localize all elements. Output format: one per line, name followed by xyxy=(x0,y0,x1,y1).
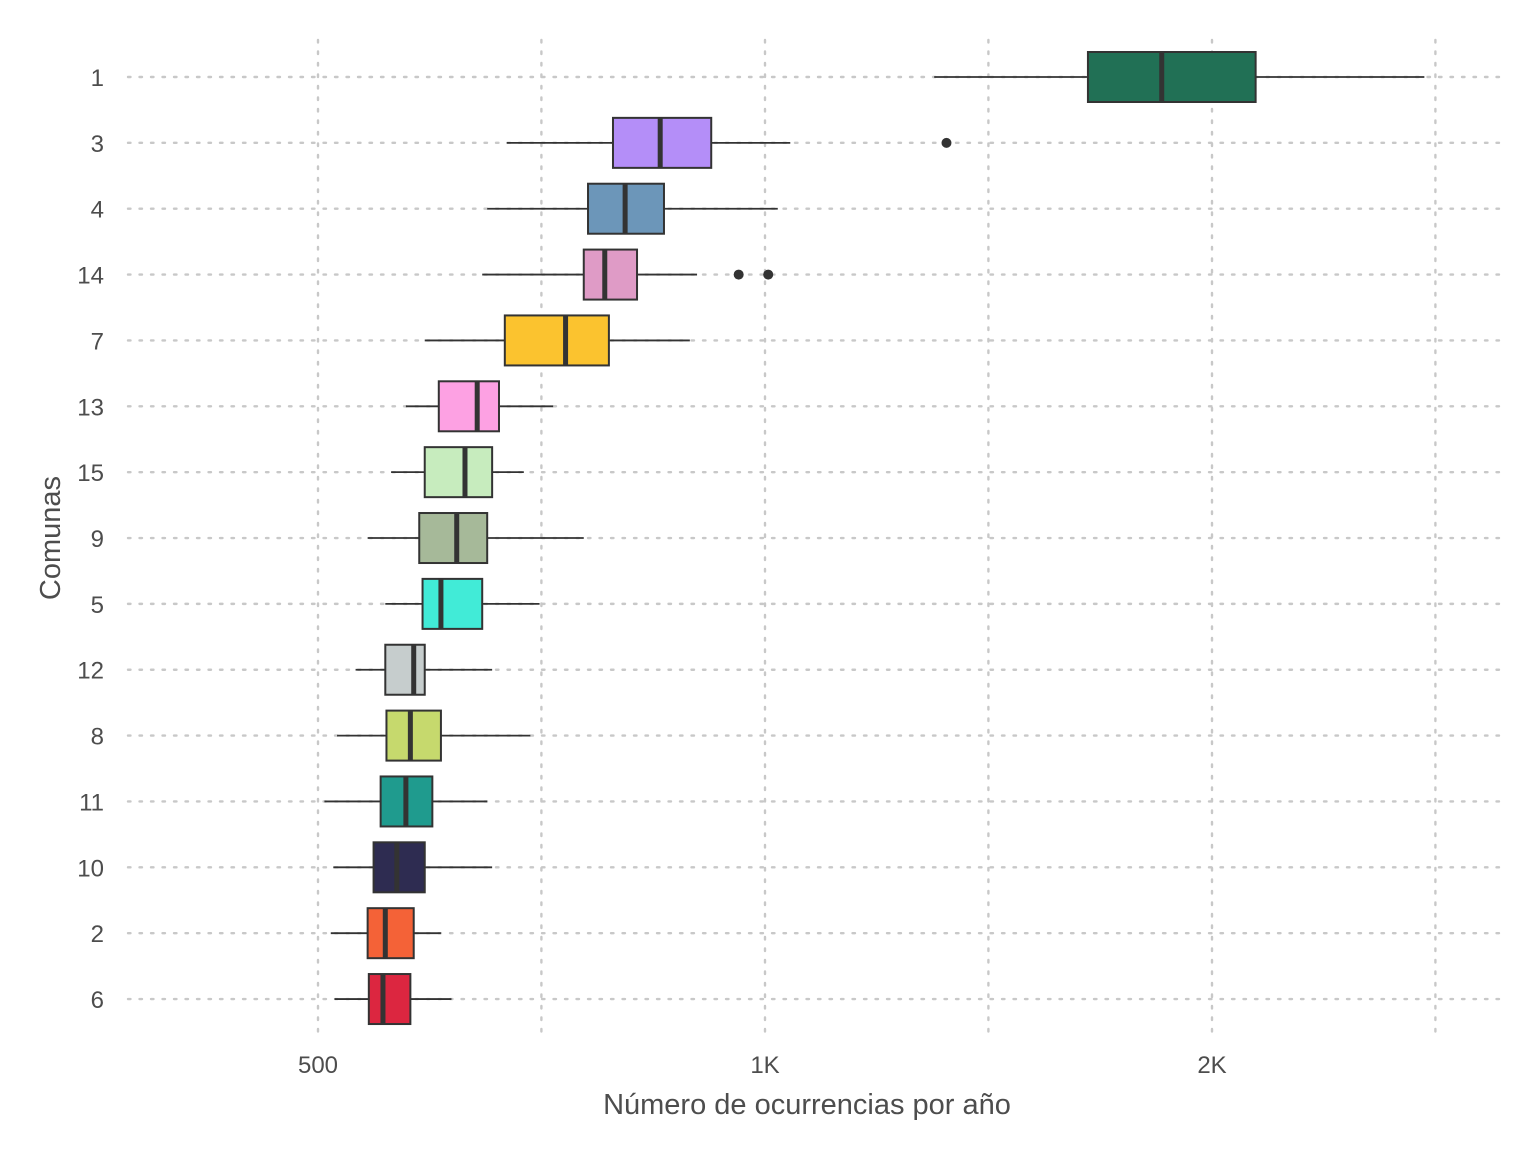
y-tick-label: 1 xyxy=(91,65,104,92)
x-tick-label: 2K xyxy=(1197,1052,1226,1079)
x-axis-title: Número de ocurrencias por año xyxy=(603,1089,1011,1121)
box-comuna-11 xyxy=(324,775,488,828)
iqr-box xyxy=(503,314,610,367)
iqr-box xyxy=(582,248,639,301)
box-comuna-12 xyxy=(355,643,493,696)
box-comuna-2 xyxy=(330,907,441,960)
outlier-point xyxy=(941,137,952,148)
y-tick-label: 6 xyxy=(91,987,104,1014)
y-tick-label: 15 xyxy=(77,460,104,487)
iqr-box xyxy=(421,577,484,630)
box-comuna-6 xyxy=(334,973,452,1026)
iqr-box xyxy=(437,380,500,433)
y-tick-label: 9 xyxy=(91,526,104,553)
y-axis-title: Comunas xyxy=(35,476,67,600)
y-tick-label: 4 xyxy=(91,197,104,224)
iqr-box xyxy=(423,446,494,499)
box-comuna-4 xyxy=(487,182,778,235)
x-tick-label: 1K xyxy=(750,1052,779,1079)
iqr-box xyxy=(1086,51,1257,103)
box-comuna-14 xyxy=(482,248,774,301)
box-comuna-15 xyxy=(391,446,524,499)
iqr-box xyxy=(366,907,415,960)
y-tick-label: 11 xyxy=(79,789,104,816)
y-tick-label: 12 xyxy=(77,658,104,685)
outlier-point xyxy=(733,269,744,280)
box-comuna-9 xyxy=(367,512,584,565)
grid-lines xyxy=(126,38,1502,1038)
box-comuna-7 xyxy=(424,314,690,367)
y-tick-label: 2 xyxy=(91,921,104,948)
box-comuna-13 xyxy=(405,380,554,433)
iqr-box xyxy=(385,709,442,762)
box-series xyxy=(324,51,1425,1026)
iqr-box xyxy=(367,973,412,1026)
y-tick-label: 14 xyxy=(77,263,104,290)
outlier-point xyxy=(763,269,774,280)
x-axis-ticks: 500 1K 2K xyxy=(298,1052,1227,1079)
box-comuna-1 xyxy=(934,51,1425,103)
box-comuna-10 xyxy=(333,841,493,894)
y-tick-label: 10 xyxy=(77,855,104,882)
x-tick-label: 500 xyxy=(298,1052,338,1079)
iqr-box xyxy=(384,643,426,696)
y-tick-label: 3 xyxy=(91,131,104,158)
y-tick-label: 7 xyxy=(91,328,104,355)
box-comuna-8 xyxy=(337,709,531,762)
iqr-box xyxy=(418,512,489,565)
y-tick-label: 13 xyxy=(77,394,104,421)
y-tick-label: 5 xyxy=(91,592,104,619)
box-comuna-5 xyxy=(385,577,540,630)
y-tick-label: 8 xyxy=(91,724,104,751)
box-comuna-3 xyxy=(506,116,952,169)
